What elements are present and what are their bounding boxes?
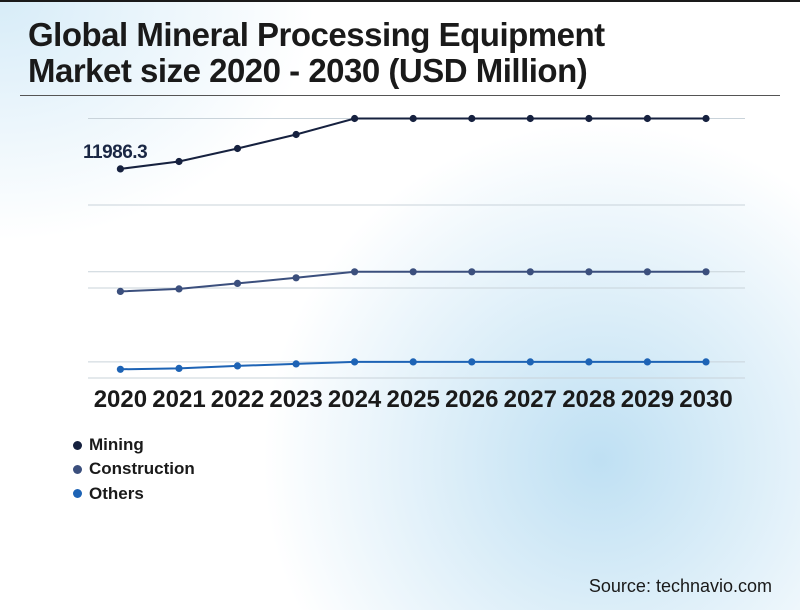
svg-text:2030: 2030 xyxy=(679,386,732,413)
svg-text:2021: 2021 xyxy=(152,386,205,413)
svg-text:2025: 2025 xyxy=(387,386,440,413)
svg-text:2020: 2020 xyxy=(94,386,147,413)
svg-text:2029: 2029 xyxy=(621,386,674,413)
svg-text:2028: 2028 xyxy=(562,386,615,413)
svg-text:2023: 2023 xyxy=(269,386,322,413)
svg-text:2027: 2027 xyxy=(504,386,557,413)
svg-text:2022: 2022 xyxy=(211,386,264,413)
svg-text:2024: 2024 xyxy=(328,386,382,413)
svg-text:2026: 2026 xyxy=(445,386,498,413)
